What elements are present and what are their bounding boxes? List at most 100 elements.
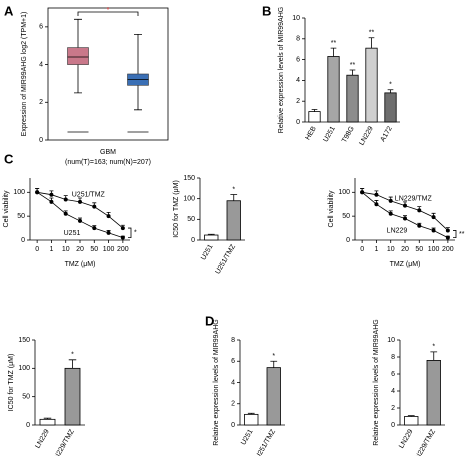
x-tick-label: 20 [401,246,409,253]
sig-label: ** [350,62,356,69]
sig-label: * [389,82,392,89]
point [374,202,379,207]
y-axis-label: Relative expression levels of MIR99AHG [213,319,220,445]
error-bar [368,37,375,49]
y-tick-label: 50 [342,213,350,220]
y-axis-label: Relative expression levels of MIR99AHG [278,7,285,133]
point [106,230,111,235]
sig-label: ** [459,231,465,238]
y-tick-label: 0 [26,422,30,429]
x-tick-label: 100 [103,246,115,253]
y-tick-label: 0 [39,137,43,144]
point [388,198,393,203]
error-bar [430,351,438,361]
x-tick-label: 100 [428,246,440,253]
series-label: U251 [64,230,81,237]
sig-bracket [453,230,457,239]
y-tick-label: 150 [18,337,30,344]
y-tick-label: 10 [292,15,300,22]
y-tick-label: 10 [387,337,395,344]
x-tick-label: U251 [240,428,254,446]
y-axis-label: Expression of MIR99AHG log2 (TPM+1) [21,12,28,137]
error-bar [207,233,215,236]
error-bar [387,89,394,93]
bar [39,418,56,426]
box-whisker [134,34,142,111]
y-tick-label: 0 [21,237,25,244]
y-tick-label: 6 [39,24,43,31]
point [417,208,422,213]
point [360,190,365,195]
point [374,192,379,197]
point [417,223,422,228]
y-tick-label: 2 [39,99,43,106]
sig-label: * [71,352,74,359]
x-tick-label: U251/TMZ [254,428,277,456]
y-tick-label: 150 [183,175,195,182]
y-tick-label: 8 [296,36,300,43]
x-tick-label: U251/TMZ [214,243,237,276]
sig-label: * [432,344,435,351]
y-tick-label: 50 [187,216,195,223]
point [35,190,40,195]
x-tick-label: 0 [360,246,364,253]
y-tick-label: 100 [18,365,30,372]
x-tick-label: A172 [380,125,394,143]
y-axis-label: IC50 for TMZ (μM) [8,354,15,412]
y-tick-label: 4 [39,61,43,68]
point [49,192,54,197]
bar [266,367,281,426]
error-bar [349,69,356,76]
panel-letter: C [4,151,14,166]
bar [226,200,241,241]
bar [204,234,219,241]
x-tick-label: LN229/TMZ [413,428,438,456]
x-tick-label: 200 [442,246,454,253]
y-tick-label: 4 [296,77,300,84]
bar [346,74,359,123]
y-tick-label: 8 [231,337,235,344]
panel-letter: B [262,3,271,18]
x-axis-label: TMZ (μM) [65,261,96,268]
x-tick-label: U251 [322,125,336,143]
point [431,215,436,220]
subtitle: (num(T)=163; num(N)=207) [65,159,151,166]
y-tick-label: 0 [296,119,300,126]
sig-label: * [272,353,275,360]
bar [365,47,378,123]
y-tick-label: 0 [346,237,350,244]
y-tick-label: 50 [22,394,30,401]
x-tick-label: 10 [62,246,70,253]
point [92,204,97,209]
point [445,235,450,240]
sig-label: * [134,230,137,237]
series-label: U251/TMZ [72,191,106,198]
x-tick-label: U251 [200,243,214,261]
point [78,199,82,204]
y-axis-label: Cell viability [3,190,10,227]
point [388,211,393,216]
y-tick-label: 4 [231,379,235,386]
y-tick-label: 0 [231,422,235,429]
x-tick-label: LN229 [398,428,414,449]
error-bar [68,359,77,369]
x-tick-label: T98G [341,125,356,144]
error-bar [330,47,337,57]
y-tick-label: 50 [17,213,25,220]
point [92,226,97,231]
y-tick-label: 4 [391,388,395,395]
error-bar [407,415,415,417]
x-tick-label: 50 [415,246,423,253]
box [67,47,89,65]
point [120,226,125,231]
error-bar [43,417,52,420]
error-bar [270,360,278,368]
y-tick-label: 6 [391,371,395,378]
bar [384,92,397,123]
panel-letter: D [205,313,214,328]
sig-bracket [77,11,139,16]
bar [426,359,441,426]
x-tick-label: 1 [374,246,378,253]
bar [244,413,259,426]
